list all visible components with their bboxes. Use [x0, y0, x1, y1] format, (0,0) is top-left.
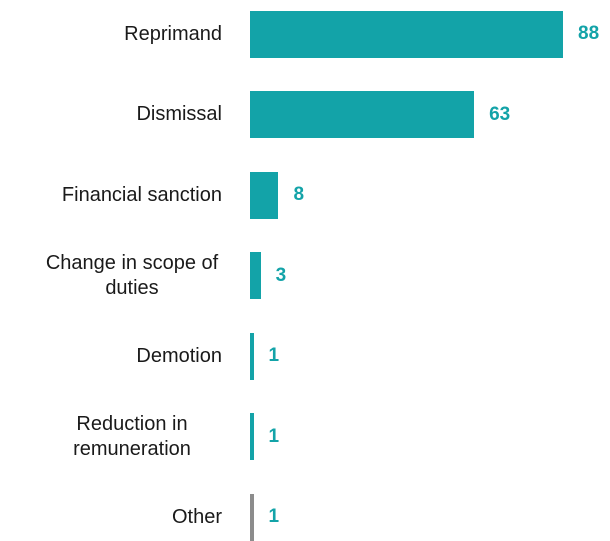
category-text: Reprimand — [124, 22, 222, 45]
bar — [250, 252, 261, 299]
category-text: Other — [171, 505, 222, 528]
category-label: Demotion — [0, 344, 222, 369]
category-label: Change in scope of duties — [0, 251, 222, 301]
category-text: Demotion — [136, 344, 222, 367]
value-label: 3 — [275, 264, 287, 286]
category-text: Reduction in remuneration — [73, 412, 191, 460]
value-label: 1 — [268, 345, 280, 366]
category-label: Reprimand — [0, 22, 222, 47]
value-label: 88 — [578, 23, 600, 44]
bar — [250, 171, 279, 219]
category-label: Dismissal — [0, 102, 222, 127]
bar — [250, 91, 475, 138]
value-label: 1 — [268, 506, 280, 527]
bar — [250, 332, 254, 380]
category-label: Other — [0, 505, 222, 530]
category-text: Change in scope of duties — [45, 251, 219, 299]
value-label: 8 — [293, 184, 305, 205]
value-label: 63 — [489, 103, 511, 125]
bar — [250, 413, 254, 460]
bar — [250, 10, 563, 58]
category-label: Financial sanction — [0, 183, 222, 208]
category-text: Dismissal — [136, 103, 222, 125]
bar — [250, 493, 254, 541]
category-text: Financial sanction — [61, 183, 222, 206]
value-label: 1 — [268, 425, 280, 447]
category-label: Reduction in remuneration — [0, 412, 222, 462]
